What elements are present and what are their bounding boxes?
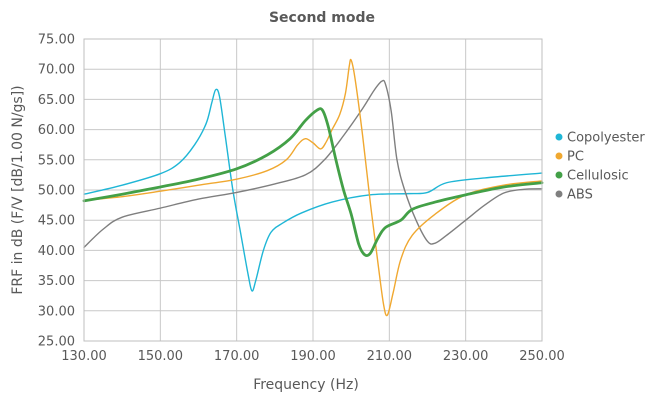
series-line-abs: [83, 79, 543, 249]
y-tick-label: 30.00: [38, 304, 75, 319]
x-axis-title: Frequency (Hz): [253, 377, 359, 393]
x-tick-label: 150.00: [138, 349, 184, 364]
y-tick-label: 45.00: [38, 214, 75, 229]
grid: [83, 38, 543, 342]
y-tick-label: 75.00: [38, 33, 75, 48]
series-lines: [82, 58, 544, 317]
y-tick-label: 55.00: [38, 153, 75, 168]
y-tick-label: 60.00: [38, 123, 75, 138]
y-tick-label: 50.00: [38, 184, 75, 199]
y-tick-label: 35.00: [38, 274, 75, 289]
series-line-pc: [83, 58, 543, 317]
legend-label: ABS: [567, 188, 593, 203]
x-axis-ticks: 130.00 150.00 170.00 190.00 210.00 230.00 250.…: [61, 349, 565, 364]
legend-marker: [555, 190, 563, 198]
y-axis-title: FRF in dB (F/V [dB/1.00 N/gs]): [10, 85, 26, 294]
legend-label: Cellulosic: [567, 169, 629, 184]
legend-label: PC: [567, 150, 584, 165]
y-tick-label: 25.00: [38, 335, 75, 350]
x-tick-label: 230.00: [443, 349, 489, 364]
x-tick-label: 170.00: [214, 349, 260, 364]
x-tick-label: 190.00: [290, 349, 336, 364]
y-tick-label: 65.00: [38, 93, 75, 108]
y-axis-ticks: 25.00 30.00 35.00 40.00 45.00 50.00 55.00 60.00…: [38, 33, 75, 350]
x-tick-label: 210.00: [367, 349, 413, 364]
legend: Copolyester PC Cellulosic ABS: [555, 131, 645, 203]
x-tick-label: 250.00: [519, 349, 565, 364]
legend-marker: [555, 171, 563, 179]
y-tick-label: 70.00: [38, 63, 75, 78]
x-tick-label: 130.00: [61, 349, 107, 364]
legend-marker: [555, 133, 563, 141]
legend-label: Copolyester: [567, 131, 645, 146]
chart-title: Second mode: [269, 10, 375, 26]
y-tick-label: 40.00: [38, 244, 75, 259]
plot-area-frame: [83, 38, 543, 342]
legend-marker: [555, 152, 563, 160]
series-line-cellulosic: [82, 107, 544, 258]
